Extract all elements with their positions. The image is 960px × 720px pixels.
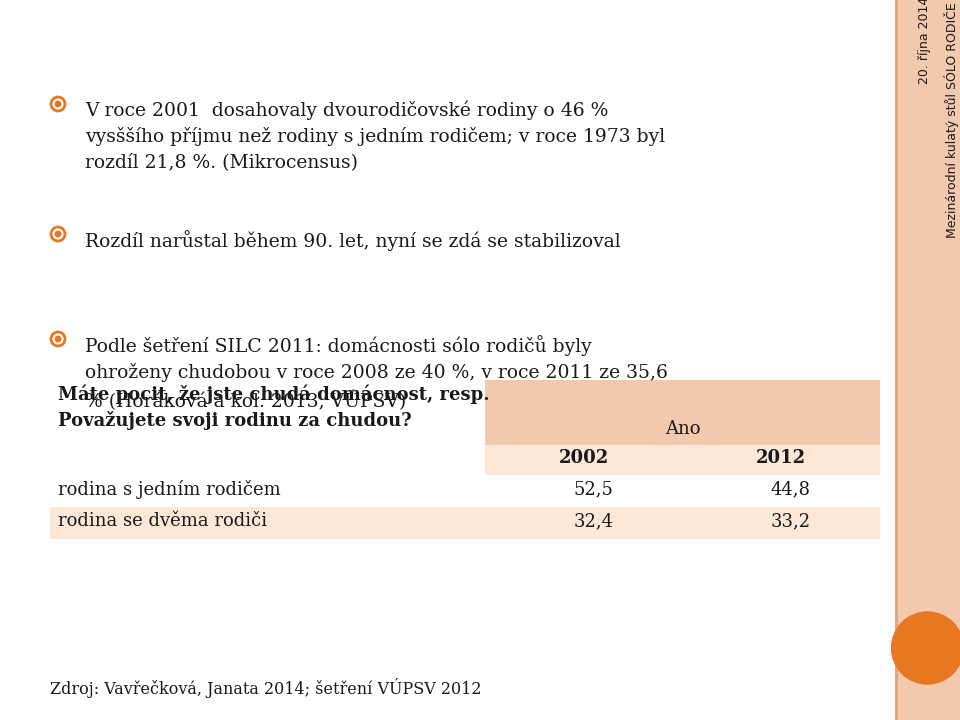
- Text: rodina se dvěma rodiči: rodina se dvěma rodiči: [58, 512, 267, 530]
- Text: Máte pocit, že jste chudá domácnost, resp.
Považujete svoji rodinu za chudou?: Máte pocit, že jste chudá domácnost, res…: [58, 385, 490, 431]
- FancyBboxPatch shape: [50, 475, 880, 507]
- FancyBboxPatch shape: [50, 445, 485, 475]
- Text: 32,4: 32,4: [573, 512, 613, 530]
- FancyBboxPatch shape: [485, 445, 880, 475]
- Circle shape: [55, 230, 61, 238]
- Text: 44,8: 44,8: [771, 480, 811, 498]
- Text: Ano: Ano: [664, 420, 700, 438]
- Text: 2012: 2012: [756, 449, 806, 467]
- Circle shape: [55, 336, 61, 343]
- FancyBboxPatch shape: [485, 380, 880, 445]
- Text: 2002: 2002: [559, 449, 609, 467]
- FancyBboxPatch shape: [50, 507, 880, 539]
- Text: rodina s jedním rodičem: rodina s jedním rodičem: [58, 480, 280, 499]
- Circle shape: [55, 101, 61, 107]
- Text: V roce 2001  dosahovaly dvourodičovské rodiny o 46 %
vysššího příjmu než rodiny : V roce 2001 dosahovaly dvourodičovské ro…: [85, 100, 665, 171]
- Circle shape: [892, 612, 960, 684]
- Text: 33,2: 33,2: [771, 512, 811, 530]
- Text: Zdroj: Vavřečková, Janata 2014; šetření VÚPSV 2012: Zdroj: Vavřečková, Janata 2014; šetření …: [50, 678, 482, 698]
- Text: 20. října 2014: 20. října 2014: [918, 0, 931, 84]
- FancyBboxPatch shape: [50, 380, 485, 445]
- Text: Rozdíl narůstal během 90. let, nyní se zdá se stabilizoval: Rozdíl narůstal během 90. let, nyní se z…: [85, 230, 620, 251]
- FancyBboxPatch shape: [895, 0, 960, 720]
- Text: Mezinárodní kulatý stůl SÓLO RODIČE: Mezinárodní kulatý stůl SÓLO RODIČE: [944, 2, 959, 238]
- Text: 52,5: 52,5: [573, 480, 613, 498]
- FancyBboxPatch shape: [895, 0, 898, 720]
- Text: Podle šetření SILC 2011: domácnosti sólo rodičů byly
ohroženy chudobou v roce 20: Podle šetření SILC 2011: domácnosti sólo…: [85, 335, 668, 411]
